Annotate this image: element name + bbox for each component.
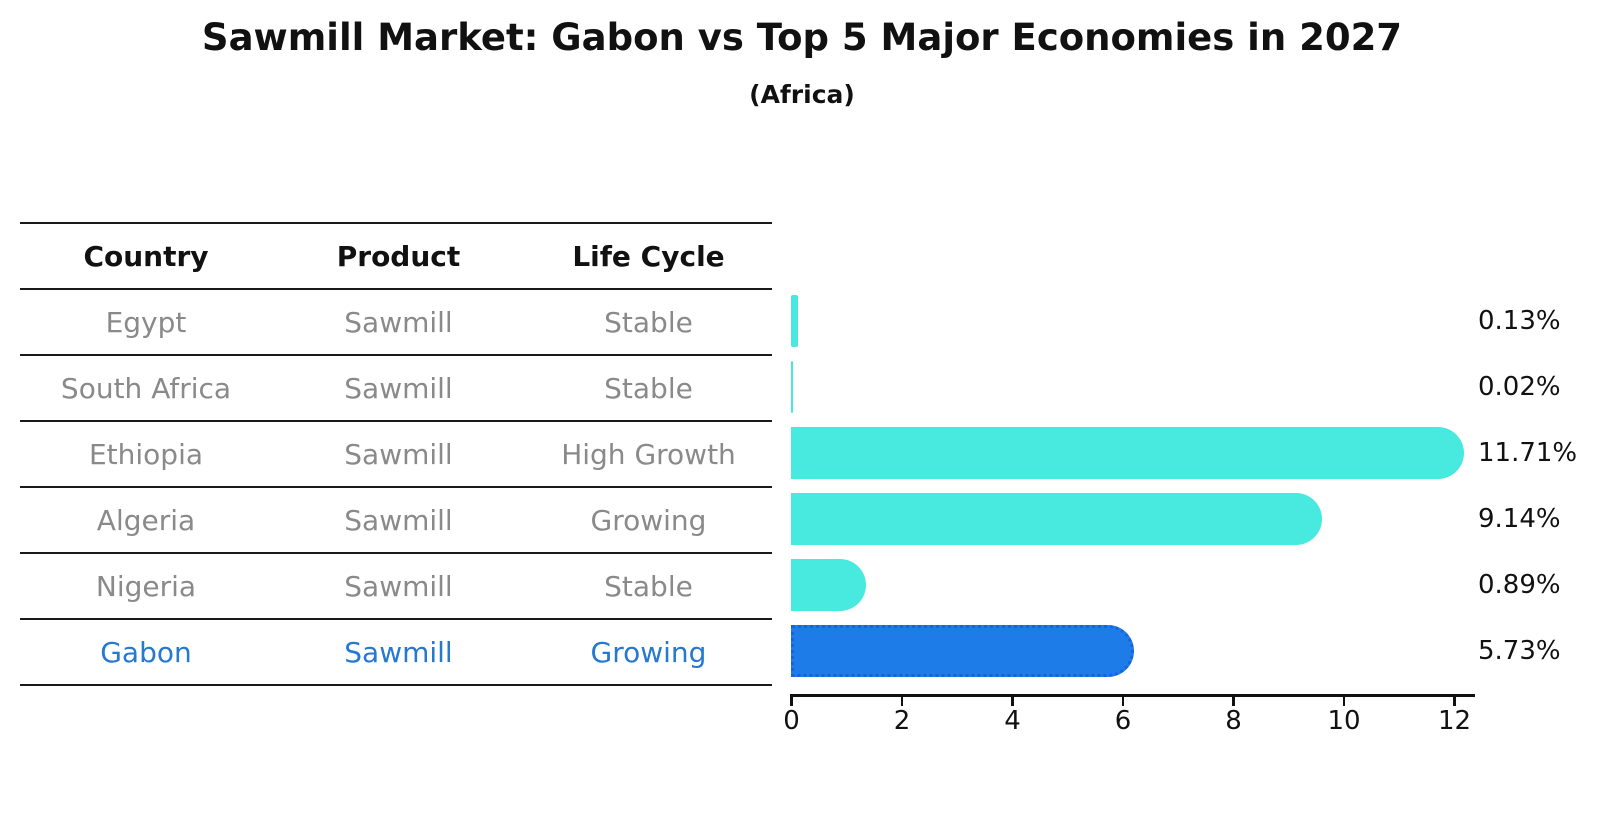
bar <box>791 427 1464 479</box>
x-axis-tick-mark <box>1232 697 1235 706</box>
x-axis-tick-label: 12 <box>1437 706 1472 736</box>
chart-title: Sawmill Market: Gabon vs Top 5 Major Eco… <box>201 16 1403 59</box>
table-cell-country: Nigeria <box>95 569 197 603</box>
bar <box>791 295 799 347</box>
table-body: Egypt Sawmill Stable South Africa Sawmill Sta… <box>20 290 772 686</box>
bar-value-label: 0.02% <box>1478 372 1561 402</box>
x-axis-line <box>790 694 1475 697</box>
table-cell-product: Sawmill <box>344 569 453 603</box>
bar <box>791 493 1322 545</box>
x-axis-tick-label: 2 <box>893 706 911 736</box>
country-table: Country Product Life Cycle Egypt Sawmill S… <box>20 222 772 686</box>
x-axis-tick-label: 10 <box>1327 706 1361 736</box>
bar-row: 0.89% <box>791 552 1604 618</box>
bar-gabon-highlight <box>791 625 1134 677</box>
table-header-country: Country <box>83 239 209 273</box>
bar-row: 0.02% <box>791 354 1604 420</box>
table-cell-life-cycle: Growing <box>590 635 707 669</box>
bar-value-label: 9.14% <box>1478 504 1561 534</box>
x-axis-tick-label: 6 <box>1114 706 1132 736</box>
table-row: South Africa Sawmill Stable <box>20 356 772 422</box>
bar-row: 0.13% <box>791 288 1604 354</box>
table-cell-product: Sawmill <box>344 305 453 339</box>
bar-value-label: 11.71% <box>1478 438 1578 468</box>
x-axis-tick-mark <box>1121 697 1125 706</box>
bar-row: 9.14% <box>791 486 1604 552</box>
table-cell-life-cycle: High Growth <box>561 437 736 471</box>
table-header-life-cycle: Life Cycle <box>572 239 725 273</box>
x-axis-tick-mark <box>1342 697 1346 706</box>
table-cell-country: Egypt <box>105 305 187 339</box>
table-cell-life-cycle: Stable <box>604 371 693 405</box>
table-header-product: Product <box>336 239 461 273</box>
table-cell-product: Sawmill <box>344 635 453 669</box>
x-axis-tick-mark <box>1011 697 1014 706</box>
x-axis-tick-label: 0 <box>783 706 800 736</box>
table-row: Ethiopia Sawmill High Growth <box>20 422 772 488</box>
table-row: Algeria Sawmill Growing <box>20 488 772 554</box>
bar-value-label: 5.73% <box>1478 636 1561 666</box>
table-cell-life-cycle: Stable <box>604 305 693 339</box>
chart-subtitle: (Africa) <box>749 80 855 109</box>
table-cell-product: Sawmill <box>344 437 453 471</box>
bar-row: 5.73% <box>791 618 1604 684</box>
table-cell-product: Sawmill <box>344 503 453 537</box>
table-row: Gabon Sawmill Growing <box>20 620 772 686</box>
bar <box>791 559 867 611</box>
x-axis-tick-label: 4 <box>1004 706 1021 736</box>
table-cell-country: Ethiopia <box>88 437 204 471</box>
bar-value-label: 0.89% <box>1478 570 1561 600</box>
bar-value-label: 0.13% <box>1478 306 1561 336</box>
x-axis-tick-mark <box>790 697 793 706</box>
table-cell-life-cycle: Growing <box>590 503 707 537</box>
x-axis-tick-mark <box>1453 697 1456 706</box>
table-cell-product: Sawmill <box>344 371 453 405</box>
x-axis-tick-mark <box>900 697 904 706</box>
x-axis-tick-label: 8 <box>1225 706 1242 736</box>
table-cell-life-cycle: Stable <box>604 569 693 603</box>
table-cell-country: Algeria <box>96 503 196 537</box>
table-cell-country: Gabon <box>100 635 192 669</box>
bar-row: 11.71% <box>791 420 1604 486</box>
table-cell-country: South Africa <box>60 371 232 405</box>
table-row: Egypt Sawmill Stable <box>20 290 772 356</box>
table-header-row: Country Product Life Cycle <box>20 224 772 290</box>
table-row: Nigeria Sawmill Stable <box>20 554 772 620</box>
bar <box>791 361 793 413</box>
